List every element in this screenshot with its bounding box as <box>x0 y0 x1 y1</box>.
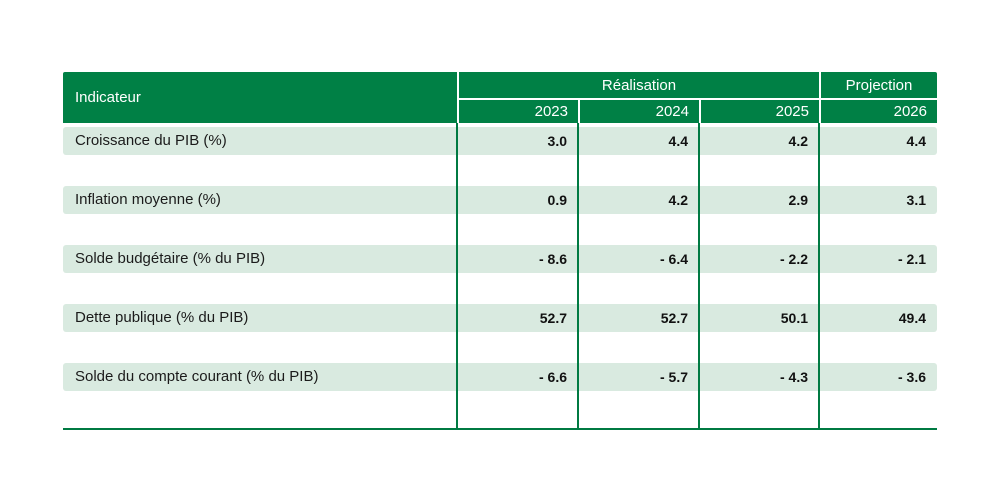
table-row: Dette publique (% du PIB) 52.7 52.7 50.1… <box>63 304 937 332</box>
column-separator-line <box>698 123 700 428</box>
row-label: Inflation moyenne (%) <box>75 191 221 208</box>
indicators-table: Indicateur Réalisation Projection 2023 2… <box>63 72 937 430</box>
cell-2025: - 2.2 <box>779 251 808 267</box>
header-year-2024: 2024 <box>578 98 699 123</box>
row-label: Solde budgétaire (% du PIB) <box>75 250 266 267</box>
header-year-2026: 2026 <box>819 98 937 123</box>
table-row: Solde du compte courant (% du PIB) - 6.6… <box>63 363 937 391</box>
cell-2024: 4.4 <box>668 133 688 149</box>
cell-2025: - 4.3 <box>779 369 808 385</box>
row-label: Croissance du PIB (%) <box>75 132 227 149</box>
cell-2024: - 6.4 <box>659 251 688 267</box>
header-group-realisation: Réalisation <box>457 72 819 98</box>
header-cell-indicator: Indicateur <box>63 72 457 123</box>
table-row: Solde budgétaire (% du PIB) - 8.6 - 6.4 … <box>63 245 937 273</box>
cell-2026: 49.4 <box>898 310 926 326</box>
cell-2026: 3.1 <box>906 192 926 208</box>
header-year-2025: 2025 <box>699 98 819 123</box>
table-bottom-rule <box>63 428 937 430</box>
header-group-projection: Projection <box>819 72 937 98</box>
cell-2025: 4.2 <box>788 133 808 149</box>
cell-2023: 3.0 <box>547 133 567 149</box>
cell-2023: - 8.6 <box>538 251 567 267</box>
table-row: Croissance du PIB (%) 3.0 4.4 4.2 4.4 <box>63 127 937 155</box>
table-row: Inflation moyenne (%) 0.9 4.2 2.9 3.1 <box>63 186 937 214</box>
column-separator-line <box>577 123 579 428</box>
cell-2024: 52.7 <box>660 310 688 326</box>
row-label: Dette publique (% du PIB) <box>75 309 249 326</box>
cell-2025: 50.1 <box>780 310 808 326</box>
cell-2024: 4.2 <box>668 192 688 208</box>
cell-2026: - 2.1 <box>897 251 926 267</box>
cell-2026: 4.4 <box>906 133 926 149</box>
row-label: Solde du compte courant (% du PIB) <box>75 368 319 385</box>
cell-2026: - 3.6 <box>897 369 926 385</box>
cell-2024: - 5.7 <box>659 369 688 385</box>
header-year-2023: 2023 <box>457 98 578 123</box>
cell-2023: 52.7 <box>539 310 567 326</box>
cell-2023: 0.9 <box>547 192 567 208</box>
column-separator-line <box>456 123 458 428</box>
column-separator-line <box>818 123 820 428</box>
table-header: Indicateur Réalisation Projection 2023 2… <box>63 72 937 123</box>
cell-2023: - 6.6 <box>538 369 567 385</box>
cell-2025: 2.9 <box>788 192 808 208</box>
